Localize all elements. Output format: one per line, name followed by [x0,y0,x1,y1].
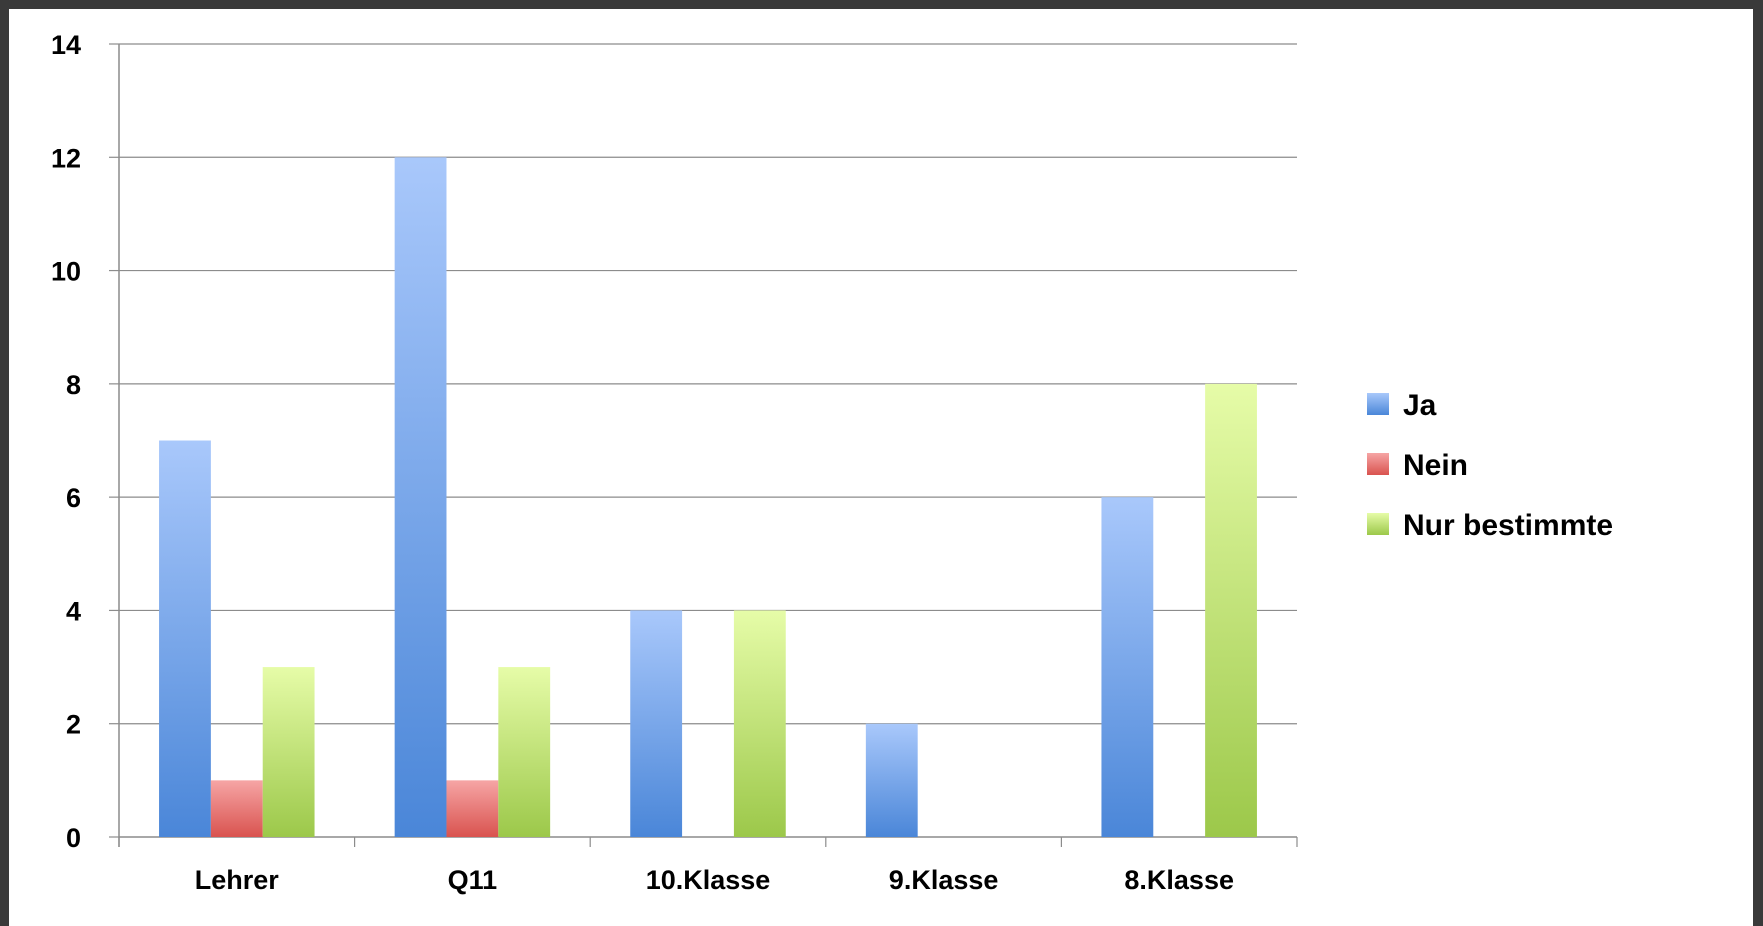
y-tick-label: 4 [66,596,81,626]
legend-label: Nein [1403,449,1468,482]
bar-ja-lehrer [159,440,211,837]
x-tick-label: Lehrer [195,865,280,895]
legend-swatch [1367,513,1389,535]
y-tick-label: 10 [51,257,81,287]
x-tick-label: 8.Klasse [1124,865,1234,895]
legend-swatch [1367,393,1389,415]
bar-nur-bestimmte-q11 [498,667,551,837]
legend: Ja Nein Nur bestimmte [1367,389,1613,542]
legend-label: Nur bestimmte [1403,509,1613,542]
legend-swatch [1367,453,1389,475]
y-tick-label: 12 [51,143,81,173]
bar-nein-lehrer [210,780,263,837]
y-tick-label: 0 [66,823,81,853]
x-tick-label: 10.Klasse [646,865,771,895]
bar-ja-q11 [394,157,447,838]
x-tick-labels: Lehrer Q11 10.Klasse 9.Klasse 8.Klasse [195,865,1234,895]
x-tick-label: Q11 [448,865,498,895]
bar-ja-8-klasse [1101,497,1154,837]
bar-chart: 0 2 4 6 8 10 12 14 Lehrer Q11 10.Klasse 9.Klasse 8.… [51,30,1613,895]
bar-nur-bestimmte-lehrer [262,667,315,837]
bars [159,157,1257,838]
y-tick-label: 14 [51,30,81,60]
legend-label: Ja [1403,389,1437,422]
gridlines [119,43,1297,725]
bar-nein-q11 [446,780,499,837]
y-tick-labels: 0 2 4 6 8 10 12 14 [51,30,81,853]
bar-ja-9-klasse [865,723,918,837]
y-tick-label: 2 [66,710,81,740]
bar-ja-10-klasse [630,610,683,837]
bar-nur-bestimmte-10-klasse [733,610,786,837]
x-tick-label: 9.Klasse [889,865,999,895]
y-tick-label: 8 [66,370,81,400]
chart-frame: 0 2 4 6 8 10 12 14 Lehrer Q11 10.Klasse 9.Klasse 8.… [9,9,1753,926]
bar-nur-bestimmte-8-klasse [1205,383,1257,837]
y-tick-label: 6 [66,483,81,513]
axes [109,43,1298,847]
